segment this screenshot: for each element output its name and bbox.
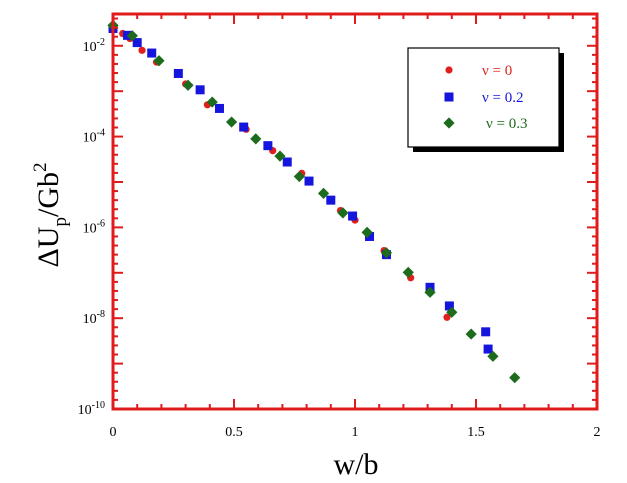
- data-point: [225, 116, 238, 128]
- y-axis-title-sub: p: [50, 217, 71, 227]
- y-tick-label: 10-6: [83, 218, 105, 236]
- data-points: [107, 19, 521, 384]
- legend-marker: [444, 92, 454, 102]
- data-point: [326, 195, 336, 205]
- y-axis-title: ΔUp/Gb2: [30, 163, 71, 268]
- data-point: [304, 176, 314, 186]
- x-tick-label: 2: [594, 425, 601, 440]
- legend-marker: [445, 66, 453, 74]
- y-tick-label: 10-10: [78, 400, 105, 418]
- x-tick-label: 1.5: [467, 425, 485, 440]
- legend-entries: ν = 0 ν = 0.2 ν = 0.3: [443, 63, 528, 132]
- data-point: [153, 55, 165, 67]
- data-point: [337, 207, 349, 219]
- data-point: [402, 266, 414, 278]
- data-point: [250, 133, 262, 145]
- data-point: [481, 327, 491, 337]
- data-point: [132, 38, 142, 48]
- data-point: [293, 170, 305, 183]
- legend-label: ν = 0.3: [486, 116, 528, 132]
- data-point: [282, 157, 292, 167]
- data-point: [182, 79, 194, 91]
- x-axis-title: w/b: [334, 448, 379, 481]
- axes: 0 0.5 1 1.5 2 10-2 10-4 10-6 10-8 10-10: [78, 14, 601, 440]
- legend-entry: ν = 0: [445, 63, 512, 79]
- data-point: [317, 187, 330, 199]
- data-point: [487, 350, 499, 362]
- y-tick-label: 10-8: [83, 309, 105, 327]
- data-point: [361, 226, 373, 238]
- data-point: [138, 46, 146, 54]
- data-point: [173, 68, 183, 78]
- data-point: [365, 231, 375, 241]
- data-point: [206, 96, 218, 108]
- data-point: [147, 48, 157, 58]
- x-tick-label: 0: [110, 425, 117, 440]
- legend-entry: ν = 0.3: [443, 116, 528, 132]
- series-2: [107, 19, 521, 384]
- data-point: [444, 301, 454, 311]
- legend-label: ν = 0: [482, 63, 512, 79]
- data-point: [380, 247, 393, 259]
- legend-marker: [443, 117, 455, 129]
- x-tick-label: 0.5: [225, 425, 243, 440]
- data-point: [509, 372, 521, 384]
- data-point: [214, 103, 224, 113]
- data-point: [274, 150, 286, 162]
- data-point: [465, 328, 477, 340]
- data-point: [239, 122, 249, 132]
- y-axis-title-base: ΔU: [32, 226, 65, 267]
- legend-box: [407, 47, 560, 148]
- data-point: [195, 85, 205, 95]
- data-point: [483, 344, 493, 354]
- y-tick-label: 10-2: [83, 37, 105, 55]
- data-point: [263, 141, 273, 151]
- y-tick-label: 10-4: [83, 128, 105, 146]
- y-axis-title-mid: /Gb: [32, 172, 65, 217]
- data-point: [424, 286, 436, 298]
- legend-entry: ν = 0.2: [444, 90, 524, 106]
- y-axis-title-sup: 2: [30, 163, 51, 173]
- data-point: [443, 313, 451, 321]
- legend: ν = 0 ν = 0.2 ν = 0.3: [407, 47, 564, 152]
- data-point: [348, 211, 358, 221]
- data-point: [126, 30, 138, 42]
- data-point: [446, 306, 458, 318]
- x-tick-label: 1: [352, 425, 359, 440]
- legend-label: ν = 0.2: [482, 90, 524, 106]
